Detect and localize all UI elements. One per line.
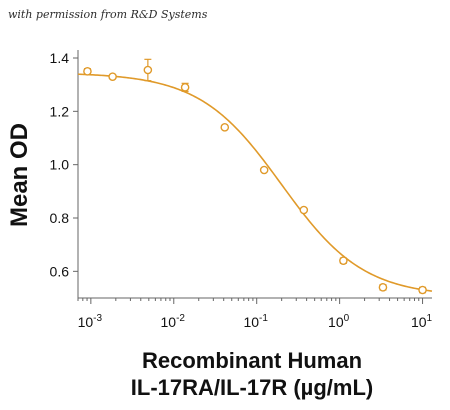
x-axis-title-line2: IL-17RA/IL-17R (µg/mL) xyxy=(131,375,373,400)
data-point xyxy=(299,205,309,215)
y-tick-label: 0.8 xyxy=(50,210,70,226)
x-ticks: 10-3 10-2 10-1 100 101 xyxy=(77,298,433,330)
y-ticks: 0.6 0.8 1.0 1.2 1.4 xyxy=(50,50,78,279)
x-tick-label: 101 xyxy=(411,313,433,330)
x-tick-label: 10-2 xyxy=(161,313,186,330)
x-tick-label: 10-1 xyxy=(243,313,268,330)
data-point xyxy=(143,65,153,75)
x-tick-label: 100 xyxy=(328,313,350,330)
data-point xyxy=(83,67,92,76)
y-tick-label: 1.2 xyxy=(50,103,70,119)
data-point xyxy=(259,165,269,175)
data-point xyxy=(220,123,230,132)
y-tick-label: 1.4 xyxy=(50,50,70,66)
data-point xyxy=(378,283,388,292)
watermark-text: with permission from R&D Systems xyxy=(8,8,208,21)
x-axis-title-line1: Recombinant Human xyxy=(142,348,362,373)
axes xyxy=(77,50,432,299)
y-tick-label: 0.6 xyxy=(50,263,70,279)
fit-curve xyxy=(77,73,433,292)
y-axis-title: Mean OD xyxy=(6,123,33,227)
data-point xyxy=(339,256,348,265)
data-point xyxy=(108,72,117,81)
data-point xyxy=(180,83,190,92)
y-tick-label: 1.0 xyxy=(50,157,70,173)
x-tick-label: 10-3 xyxy=(78,313,103,330)
data-point xyxy=(418,285,427,295)
data-points xyxy=(83,58,427,295)
